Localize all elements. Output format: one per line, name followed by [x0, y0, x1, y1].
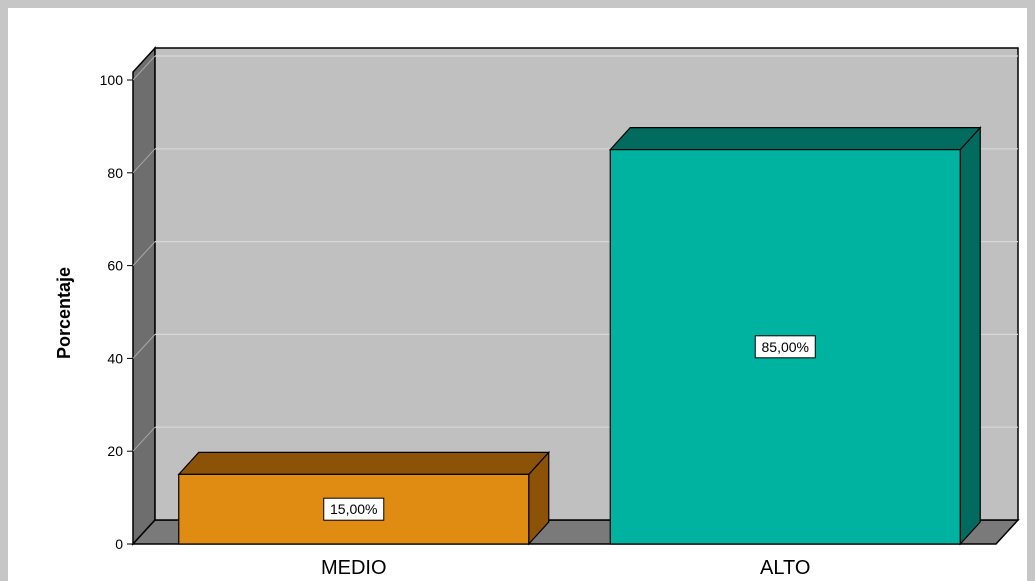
- x-category-label: ALTO: [760, 557, 810, 579]
- bar-side-face: [959, 126, 981, 546]
- bar-medio: 15,00%: [177, 450, 551, 546]
- bar-alto: 85,00%: [608, 126, 982, 546]
- y-tick-label: 60: [107, 258, 123, 274]
- y-tick-label: 20: [107, 443, 123, 459]
- data-label-box: [323, 497, 385, 521]
- gridline-side: [132, 426, 156, 452]
- y-tick-label: 0: [115, 536, 123, 552]
- gridline-side: [132, 334, 156, 359]
- y-axis-title: Porcentaje: [54, 267, 74, 359]
- gridline-side: [132, 241, 156, 266]
- y-tick-label: 40: [107, 350, 123, 366]
- data-label-box: [754, 335, 816, 359]
- x-category-label: MEDIO: [321, 557, 387, 579]
- bar-top-face: [608, 126, 982, 151]
- y-axis: 0 20 40 60 80 100: [100, 72, 133, 552]
- data-label: 85,00%: [762, 339, 809, 355]
- x-axis: MEDIO ALTO: [321, 557, 810, 579]
- gridline-side: [132, 55, 156, 81]
- bar-top-face: [177, 451, 551, 475]
- bars: 15,00% 85,00%: [177, 126, 982, 546]
- gridline-side: [132, 148, 156, 174]
- data-label: 15,00%: [330, 501, 377, 517]
- left-wall: [132, 46, 156, 546]
- y-tick-label: 80: [107, 165, 123, 181]
- y-tick-label: 100: [100, 72, 124, 88]
